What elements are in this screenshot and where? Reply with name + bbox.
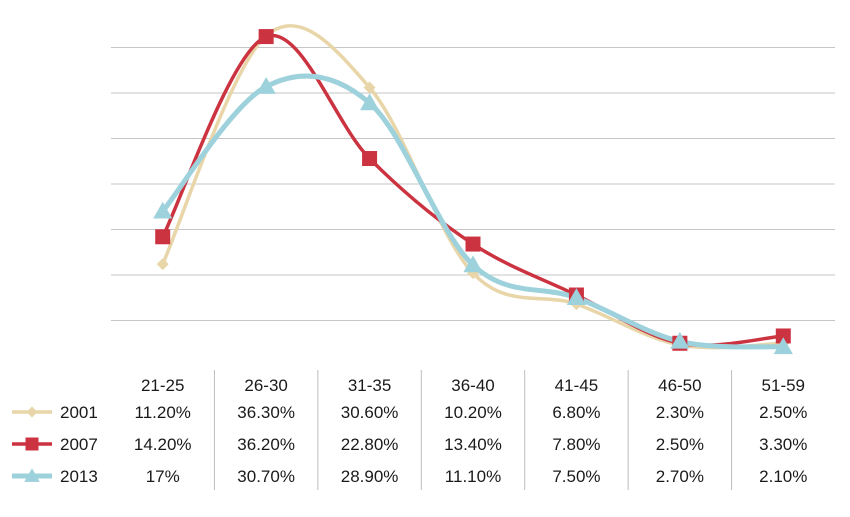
legend-label: 2013 [60,467,98,486]
point-2007 [258,29,274,45]
table-cell: 7.50% [552,467,600,486]
table-cell: 11.20% [135,403,191,422]
table-cell: 3.30% [759,435,807,454]
point-2007 [775,328,791,344]
series-line-2013 [160,73,786,350]
point-2013 [359,93,380,111]
point-2007 [362,151,378,167]
category-label: 31-35 [348,376,391,395]
series-lines [160,24,786,350]
table-cell: 2.30% [656,403,704,422]
table-cell: 13.40% [444,435,502,454]
point-2007 [155,229,171,245]
category-label: 26-30 [244,376,287,395]
table-cell: 28.90% [341,467,399,486]
point-2013 [670,331,690,349]
data-table-separators [213,370,733,490]
table-cell: 17% [146,467,180,486]
table-cell: 7.80% [552,435,600,454]
table-cell: 22.80% [341,435,399,454]
point-2007 [465,236,481,252]
series-line-2001 [160,24,786,350]
data-table: 2001 11.20% 36.30% 30.60% 10.20% 6.80% 2.30% 2.… [12,403,807,486]
legend-marker-2007 [25,437,39,451]
table-cell: 11.10% [445,467,501,486]
table-cell: 2.50% [759,403,807,422]
legend-label: 2007 [60,435,98,454]
legend-marker-2001 [26,406,38,418]
table-cell: 30.70% [237,467,295,486]
point-2001 [363,81,376,94]
point-2013 [773,337,793,355]
category-labels: 21-25 26-30 31-35 36-40 41-45 46-50 51-59 [141,376,805,395]
series-markers [153,29,793,355]
legend-label: 2001 [60,403,98,422]
table-cell: 10.20% [444,403,502,422]
legend-2001: 2001 [12,403,98,422]
point-2013 [256,77,276,94]
legend-2007: 2007 [12,435,98,454]
table-cell: 2.10% [759,467,807,486]
point-2001 [156,258,169,271]
legend-marker-2013 [24,468,40,482]
table-cell: 2.70% [656,467,704,486]
gridlines [111,47,835,321]
category-label: 41-45 [555,376,598,395]
legend-2013: 2013 [12,467,98,486]
category-label: 51-59 [762,376,805,395]
table-cell: 6.80% [552,403,600,422]
table-cell: 36.30% [237,403,295,422]
table-cell: 30.60% [341,403,399,422]
category-label: 46-50 [658,376,701,395]
point-2013 [153,201,173,219]
table-cell: 36.20% [237,435,295,454]
point-2013 [566,288,587,305]
series-line-2007 [160,33,786,347]
point-2013 [463,255,483,273]
table-cell: 14.20% [134,435,192,454]
category-label: 21-25 [141,376,184,395]
category-label: 36-40 [451,376,494,395]
table-cell: 2.50% [656,435,704,454]
